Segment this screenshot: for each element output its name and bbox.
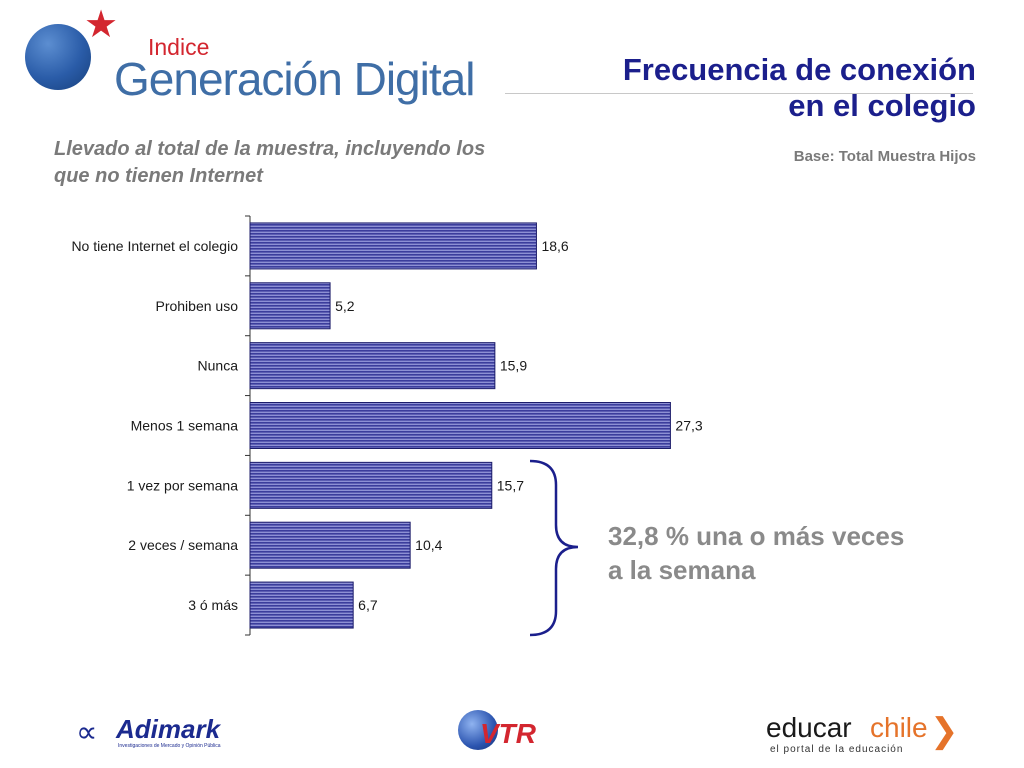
value-label: 6,7 — [358, 597, 378, 613]
title-line1: Frecuencia de conexión — [622, 52, 976, 87]
educarchile-mark-icon: ❯ — [930, 712, 959, 750]
category-label: 3 ó más — [188, 597, 238, 613]
category-label: Menos 1 semana — [131, 418, 239, 434]
educarchile-tagline: el portal de la educación — [770, 744, 904, 755]
vtr-logo: VTR — [434, 708, 558, 756]
bar-4 — [249, 402, 671, 449]
subtitle-line2: que no tienen Internet — [54, 165, 263, 187]
adimark-name: Adimark — [116, 714, 221, 744]
bar-chart: No tiene Internet el colegio 18,6 Prohiben… — [71, 215, 703, 636]
bar-5 — [249, 461, 493, 509]
vtr-globe-icon — [458, 710, 498, 750]
educarchile-logo: educar chile ❯ el portal de la educación — [766, 710, 959, 758]
value-label: 10,4 — [415, 537, 442, 553]
annotation-line1: 32,8 % una o más veces — [608, 521, 905, 551]
annotation-line2: a la semana — [608, 555, 756, 585]
adimark-swirl-icon: ∝ — [76, 716, 98, 749]
vtr-name: VTR — [480, 718, 536, 749]
category-label: 1 vez por semana — [127, 477, 238, 493]
bar-2 — [249, 282, 331, 330]
subtitle-line1: Llevado al total de la muestra, incluyen… — [54, 138, 486, 160]
value-label: 18,6 — [541, 238, 568, 254]
adimark-logo: ∝ Adimark Investigaciones de Mercado y O… — [76, 712, 226, 754]
value-label: 27,3 — [675, 418, 702, 434]
bar-6 — [249, 521, 411, 569]
annotation-text: 32,8 % una o más veces a la semana — [608, 519, 904, 587]
category-label: Prohiben uso — [155, 298, 238, 314]
star-icon: ★ — [84, 4, 119, 46]
indice-generacion-digital-logo: ★ Indice Generación Digital — [22, 6, 475, 105]
slide-title: Frecuencia de conexión en el colegio — [623, 52, 976, 124]
curly-brace-icon — [529, 459, 579, 637]
base-note: Base: Total Muestra Hijos — [793, 148, 976, 165]
title-divider — [505, 93, 973, 94]
educarchile-name-part2: chile — [870, 712, 928, 743]
slide-subtitle: Llevado al total de la muestra, incluyen… — [54, 136, 594, 190]
logo-line1: Indice — [148, 34, 210, 60]
globe-logo-icon — [25, 24, 91, 90]
bar-3 — [249, 342, 496, 390]
value-label: 15,7 — [497, 477, 524, 493]
logo-line2: Generación Digital — [114, 53, 475, 105]
category-label: 2 veces / semana — [128, 537, 238, 553]
value-label: 15,9 — [500, 358, 527, 374]
educarchile-name-part1: educar — [766, 712, 852, 743]
bar-7 — [249, 581, 354, 629]
adimark-tagline: Investigaciones de Mercado y Opinión Púb… — [118, 743, 221, 749]
category-label: Nunca — [198, 358, 239, 374]
bar-1 — [249, 222, 537, 270]
value-label: 5,2 — [335, 298, 355, 314]
category-label: No tiene Internet el colegio — [71, 238, 238, 254]
